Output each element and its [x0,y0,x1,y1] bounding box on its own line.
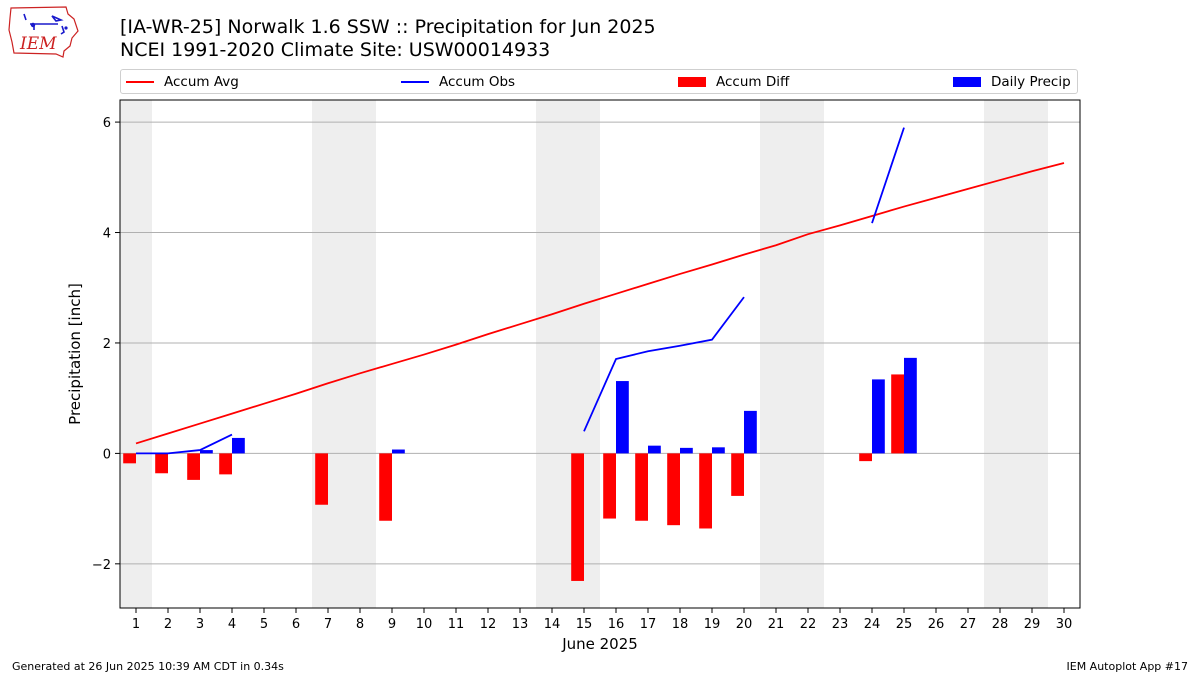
bar-daily-precip [904,357,917,454]
x-tick-label: 2 [164,617,172,632]
bar-accum-diff [219,453,232,475]
legend-label: Accum Diff [716,73,790,90]
x-tick-label: 9 [388,617,396,632]
bar-daily-precip [200,450,213,454]
legend-label: Accum Obs [439,73,516,90]
legend-swatch [953,76,981,87]
bar-accum-diff [155,453,168,474]
x-tick-label: 12 [480,617,497,632]
x-tick-label: 23 [832,617,849,632]
bar-accum-diff [123,453,136,464]
bar-daily-precip [872,379,885,454]
app-credit: IEM Autoplot App #17 [1066,660,1189,673]
chart-subtitle: NCEI 1991-2020 Climate Site: USW00014933 [120,39,551,61]
x-tick-label: 29 [1024,617,1041,632]
legend-swatch [401,80,429,83]
iem-logo: IEM [6,4,82,60]
plot-frame [119,99,1081,609]
legend-item-accum-obs: Accum Obs [401,70,515,93]
legend-item-daily-precip: Daily Precip [953,70,1071,93]
bar-accum-diff [699,453,712,529]
x-tick-label: 27 [960,617,977,632]
logo-text: IEM [19,34,57,54]
bar-accum-diff [667,453,680,526]
weekend-shade [984,100,1048,608]
legend-label: Daily Precip [991,73,1071,90]
x-tick-label: 16 [608,617,625,632]
x-tick-label: 4 [228,617,236,632]
line-accum-obs [871,127,905,224]
x-tick-label: 11 [448,617,465,632]
generated-timestamp: Generated at 26 Jun 2025 10:39 AM CDT in… [12,660,284,673]
x-tick-label: 25 [896,617,913,632]
bar-daily-precip [680,447,693,454]
x-tick-label: 20 [736,617,753,632]
line-accum-obs [136,433,233,455]
x-tick-label: 13 [512,617,529,632]
x-tick-label: 14 [544,617,561,632]
bar-accum-diff [187,453,200,480]
bar-accum-diff [891,374,904,454]
bar-accum-diff [315,453,328,505]
legend-swatch [126,80,154,83]
y-tick-label: 6 [103,116,111,131]
bar-daily-precip [648,445,661,454]
legend-item-accum-diff: Accum Diff [678,70,789,93]
weekend-shade [536,100,600,608]
y-tick-label: 2 [103,337,111,352]
bar-accum-diff [731,453,744,496]
bar-accum-diff [379,453,392,521]
bar-daily-precip [232,437,245,454]
x-tick-label: 6 [292,617,300,632]
x-tick-label: 10 [416,617,433,632]
legend-swatch [678,76,706,87]
line-accum-obs [583,296,745,432]
x-tick-label: 19 [704,617,721,632]
x-tick-label: 17 [640,617,657,632]
bar-accum-diff [603,453,616,519]
x-tick-label: 15 [576,617,593,632]
weekend-shade [312,100,376,608]
bar-accum-diff [635,453,648,521]
weekend-shade [760,100,824,608]
x-tick-label: 26 [928,617,945,632]
chart-title: [IA-WR-25] Norwalk 1.6 SSW :: Precipitat… [120,16,656,38]
x-tick-label: 18 [672,617,689,632]
legend-label: Accum Avg [164,73,239,90]
x-tick-label: 5 [260,617,268,632]
x-tick-label: 30 [1056,617,1073,632]
y-tick-label: 4 [103,227,111,242]
x-tick-label: 1 [132,617,140,632]
bar-daily-precip [712,447,725,454]
y-tick-label: −2 [92,558,111,573]
x-axis-label: June 2025 [561,635,638,653]
bar-daily-precip [392,449,405,454]
chart-legend: Accum Avg Accum Obs Accum Diff Daily Pre… [120,69,1078,94]
x-tick-label: 28 [992,617,1009,632]
y-tick-label: 0 [103,447,111,462]
bar-daily-precip [744,410,757,454]
y-axis-label: Precipitation [inch] [66,283,84,425]
weekend-shade [120,100,152,608]
x-tick-label: 8 [356,617,364,632]
x-tick-label: 21 [768,617,785,632]
x-tick-label: 7 [324,617,332,632]
line-accum-avg [135,162,1065,445]
x-tick-label: 3 [196,617,204,632]
plot-area [120,100,1080,608]
x-tick-label: 24 [864,617,881,632]
bar-daily-precip [616,381,629,454]
x-tick-label: 22 [800,617,817,632]
legend-item-accum-avg: Accum Avg [126,70,239,93]
bar-accum-diff [859,453,872,462]
bar-accum-diff [571,453,584,581]
